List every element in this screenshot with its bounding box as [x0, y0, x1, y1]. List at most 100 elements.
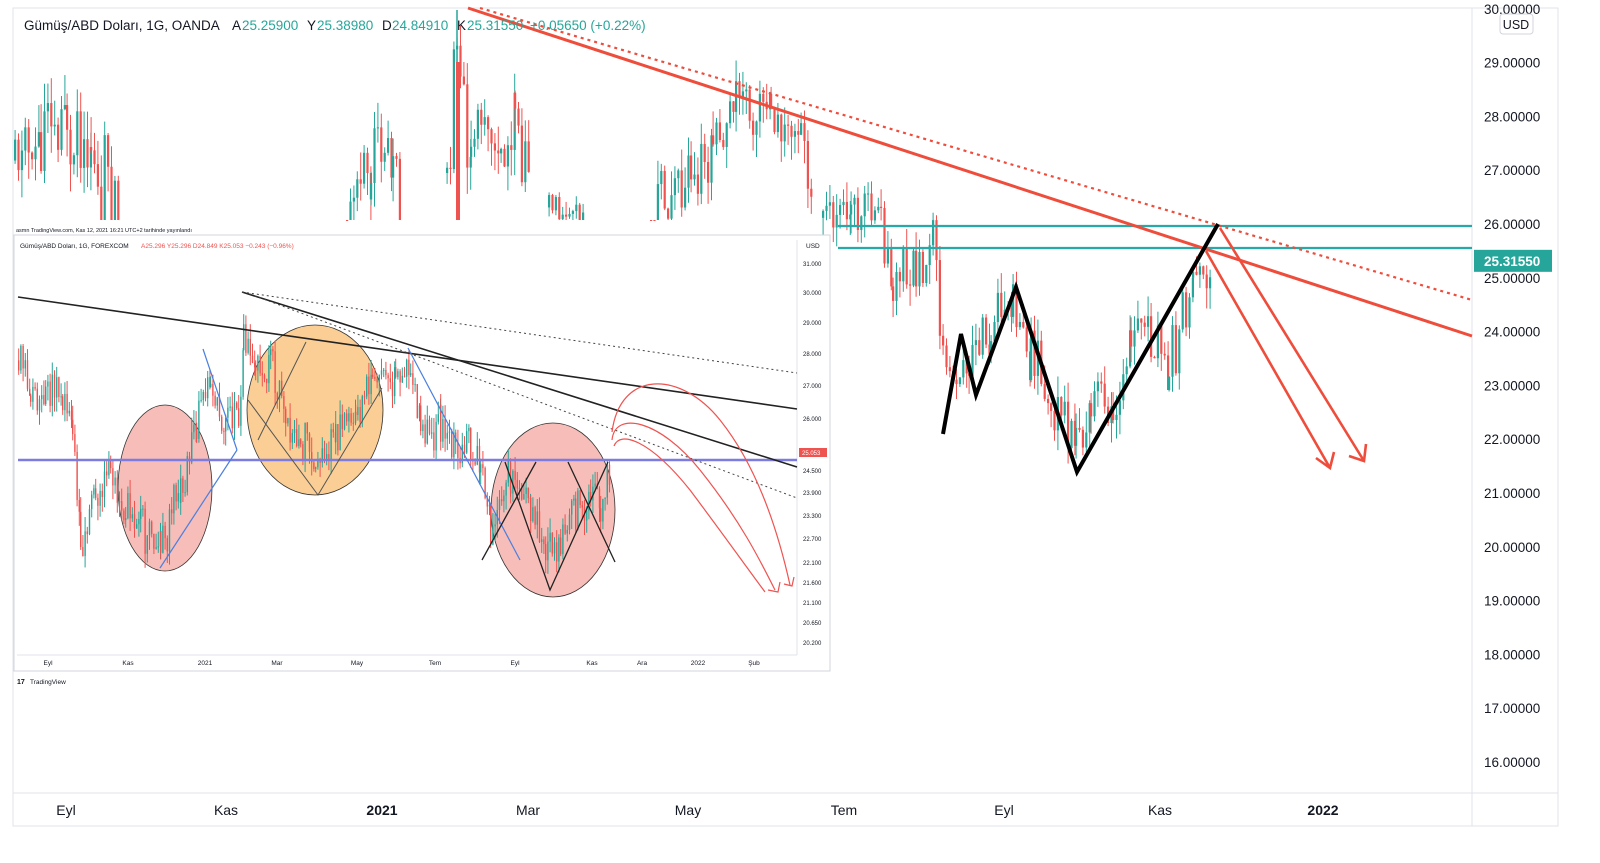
candle-body	[31, 152, 34, 160]
candle-body	[1143, 322, 1146, 327]
candle-body	[925, 264, 928, 283]
candle-body	[480, 464, 482, 473]
candle-body	[579, 490, 581, 506]
candle-body	[560, 537, 562, 555]
candle-body	[117, 180, 120, 220]
time-tick-label: Eyl	[994, 802, 1013, 818]
candle-body	[416, 384, 418, 418]
candle-body	[216, 397, 218, 406]
candle-body	[78, 499, 80, 512]
candle-body	[193, 424, 195, 433]
candle-body	[317, 460, 319, 468]
main-axes: 30.00000 29.00000 28.00000 27.00000 26.00000…	[56, 2, 1552, 818]
candle-body	[218, 397, 221, 417]
candle-body	[1156, 325, 1159, 359]
candle-body	[93, 488, 95, 495]
candle-body	[527, 487, 529, 499]
price-tick-label: 18.00000	[1484, 647, 1540, 662]
ohlc-value: 24.84910	[392, 18, 448, 33]
candle-body	[328, 454, 330, 460]
candle-body	[43, 111, 46, 171]
candle-body	[1033, 330, 1036, 376]
candle-body	[530, 498, 532, 522]
candle-body	[446, 167, 449, 174]
candle-body	[242, 350, 244, 397]
candle-body	[319, 460, 321, 463]
candle-body	[251, 355, 254, 363]
candle-body	[1178, 329, 1181, 374]
candle-body	[49, 381, 51, 406]
inset-time-tick-label: 2022	[691, 660, 706, 667]
price-tick-label: 21.00000	[1484, 486, 1540, 501]
candle-body	[1073, 420, 1076, 446]
candle-body	[209, 377, 211, 388]
candle-body	[118, 501, 121, 503]
candle-body	[410, 373, 412, 376]
currency-box[interactable]	[1499, 13, 1534, 35]
candle-body	[1088, 403, 1091, 433]
candle-body	[86, 531, 88, 535]
currency-label: USD	[1503, 18, 1529, 32]
candle-body	[667, 208, 670, 219]
candle-body	[356, 179, 359, 198]
candle-body	[988, 344, 991, 355]
candle-body	[958, 377, 961, 385]
candle-body	[186, 456, 188, 493]
candle-body	[514, 471, 516, 480]
candle-body	[828, 202, 831, 206]
candle-body	[1205, 274, 1208, 289]
candle-body	[231, 406, 233, 429]
candle-body	[606, 464, 608, 498]
candle-body	[133, 514, 136, 529]
candle-body	[191, 432, 193, 463]
time-tick-label: May	[675, 802, 701, 818]
candle-body	[938, 260, 941, 336]
candle-body	[512, 471, 514, 494]
candle-body	[490, 504, 492, 545]
candle-body	[1015, 284, 1018, 328]
candle-body	[112, 468, 114, 486]
ohlc-value: 25.31550	[467, 18, 523, 33]
candle-body	[850, 204, 853, 215]
candle-body	[43, 395, 45, 404]
candle-body	[335, 424, 337, 443]
candle-body	[229, 406, 231, 408]
candle-body	[40, 132, 43, 171]
candle-body	[29, 388, 31, 396]
candle-body	[494, 524, 496, 527]
price-tick-label: 20.00000	[1484, 540, 1540, 555]
candle-body	[575, 204, 578, 212]
candle-body	[352, 422, 354, 424]
candle-body	[895, 271, 898, 301]
candle-body	[298, 439, 300, 446]
candle-body	[153, 533, 155, 549]
candle-body	[500, 148, 503, 154]
candle-body	[1192, 271, 1195, 278]
candle-body	[233, 402, 236, 429]
price-tick-label: 26.00000	[1484, 217, 1540, 232]
candle-body	[448, 431, 451, 433]
candle-body	[509, 460, 512, 490]
candle-body	[180, 478, 182, 503]
time-tick-label: Kas	[214, 802, 238, 818]
candle-body	[1202, 266, 1205, 275]
candle-body	[164, 525, 166, 539]
main-ohlc-legend: A 25.25900 Y 25.38980 D 24.84910 K 25.31550 +0.0…	[232, 18, 646, 33]
candle-body	[573, 498, 575, 501]
candle-body	[451, 431, 453, 458]
inset-blue-line-2	[202, 348, 238, 451]
candle-body	[476, 109, 479, 139]
candle-body	[492, 526, 494, 545]
candle-body	[696, 174, 699, 194]
candle-body	[50, 103, 53, 127]
candle-body	[36, 388, 38, 411]
candle-body	[873, 210, 876, 221]
price-tick-label: 22.00000	[1484, 432, 1540, 447]
candle-body	[64, 393, 66, 411]
candle-body	[392, 156, 395, 178]
candle-body	[285, 408, 287, 424]
candle-body	[24, 127, 27, 151]
candle-body	[399, 371, 401, 383]
candle-body	[1133, 330, 1136, 347]
